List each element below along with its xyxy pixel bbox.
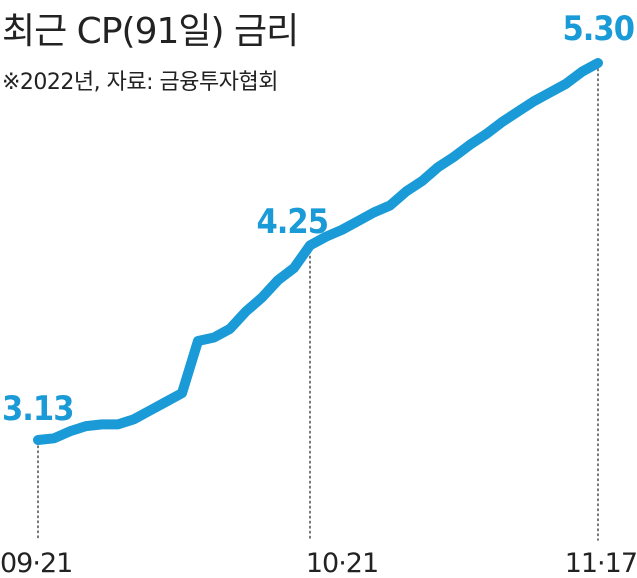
data-label: 5.30 — [563, 9, 634, 49]
chart-subtitle: ※2022년, 자료: 금융투자협회 — [2, 70, 278, 95]
x-tick-label: 11·17 — [565, 548, 637, 578]
data-label: 4.25 — [257, 202, 328, 242]
series-line — [33, 58, 603, 445]
data-label: 3.13 — [2, 389, 73, 429]
x-tick-label: 10·21 — [306, 548, 378, 578]
chart-title: 최근 CP(91일) 금리 — [2, 11, 299, 52]
x-tick-label: 09·21 — [0, 548, 72, 578]
